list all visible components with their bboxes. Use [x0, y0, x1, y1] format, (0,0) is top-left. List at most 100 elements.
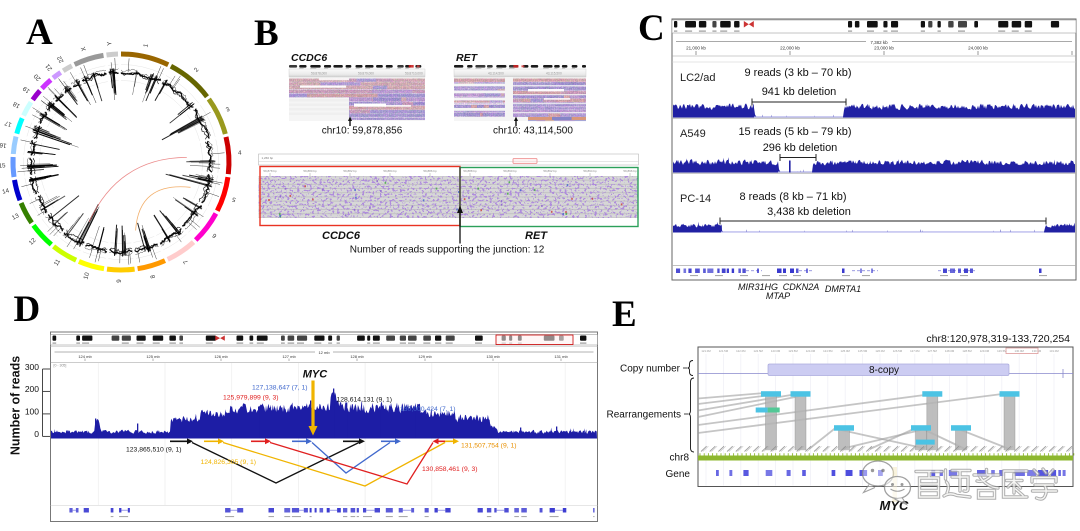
svg-text:59,878,000: 59,878,000	[311, 72, 327, 76]
svg-text:59,880 bp: 59,880 bp	[303, 169, 317, 173]
svg-text:123,865,510 (9, 1): 123,865,510 (9, 1)	[126, 446, 182, 453]
svg-text:128,614,131 (9, 1): 128,614,131 (9, 1)	[337, 397, 393, 404]
svg-text:7: 7	[182, 258, 190, 265]
svg-text:Y: Y	[106, 41, 113, 46]
svg-text:15: 15	[0, 162, 6, 169]
svg-text:200: 200	[25, 384, 39, 394]
svg-text:20: 20	[32, 72, 42, 82]
svg-text:123.5M: 123.5M	[788, 349, 798, 353]
svg-text:8-copy: 8-copy	[869, 365, 899, 376]
svg-text:12 mb: 12 mb	[318, 350, 330, 355]
svg-text:[0 - 305]: [0 - 305]	[54, 364, 67, 368]
svg-text:130,858,461 (9, 3): 130,858,461 (9, 3)	[422, 466, 478, 473]
svg-text:128.5M: 128.5M	[962, 349, 972, 353]
svg-text:59,879,000: 59,879,000	[358, 72, 374, 76]
svg-text:59,894 bp: 59,894 bp	[583, 169, 597, 173]
svg-text:127 mb: 127 mb	[282, 354, 296, 359]
svg-text:MIR31HG: MIR31HG	[738, 282, 778, 292]
svg-text:5: 5	[231, 195, 237, 203]
svg-text:15 reads (5 kb – 79 kb): 15 reads (5 kb – 79 kb)	[738, 126, 851, 138]
svg-text:43,115,500: 43,115,500	[546, 72, 562, 76]
svg-text:127,138,647 (7, 1): 127,138,647 (7, 1)	[252, 385, 308, 392]
svg-text:129.0M: 129.0M	[980, 349, 990, 353]
svg-text:59,884 bp: 59,884 bp	[383, 169, 397, 173]
svg-text:124.0M: 124.0M	[806, 349, 816, 353]
svg-text:6: 6	[211, 231, 218, 239]
svg-text:21,000 kb: 21,000 kb	[686, 46, 706, 51]
svg-text:22,000 kb: 22,000 kb	[780, 46, 800, 51]
svg-text:125 mb: 125 mb	[146, 354, 160, 359]
svg-text:124.5M: 124.5M	[823, 349, 833, 353]
svg-text:24,000 kb: 24,000 kb	[968, 46, 988, 51]
svg-text:23,000 kb: 23,000 kb	[874, 46, 894, 51]
svg-text:MYC: MYC	[303, 369, 329, 381]
svg-text:59,888 bp: 59,888 bp	[463, 169, 477, 173]
svg-text:131 mb: 131 mb	[554, 354, 568, 359]
svg-text:128.0M: 128.0M	[945, 349, 955, 353]
svg-text:chr8: chr8	[670, 453, 690, 464]
svg-text:3,438 kb deletion: 3,438 kb deletion	[767, 206, 851, 218]
svg-text:CCDC6: CCDC6	[322, 230, 361, 242]
svg-text:18: 18	[11, 100, 21, 110]
svg-text:59,892 bp: 59,892 bp	[543, 169, 557, 173]
svg-text:130.5M: 130.5M	[1032, 349, 1042, 353]
svg-text:124 mb: 124 mb	[78, 354, 92, 359]
svg-text:128 mb: 128 mb	[350, 354, 364, 359]
svg-text:7,382 kb: 7,382 kb	[870, 40, 888, 45]
svg-text:CCDC6: CCDC6	[291, 52, 327, 64]
svg-text:10: 10	[82, 271, 91, 280]
svg-text:122.0M: 122.0M	[736, 349, 746, 353]
svg-text:131,507,754 (9, 1): 131,507,754 (9, 1)	[461, 443, 517, 450]
svg-text:127.5M: 127.5M	[928, 349, 938, 353]
svg-text:1,260 bp: 1,260 bp	[262, 156, 274, 160]
svg-text:59,890 bp: 59,890 bp	[503, 169, 517, 173]
svg-text:Gene: Gene	[666, 469, 691, 480]
svg-text:126 mb: 126 mb	[214, 354, 228, 359]
svg-text:9 reads (3 kb – 70 kb): 9 reads (3 kb – 70 kb)	[744, 67, 851, 79]
svg-text:19: 19	[21, 84, 31, 94]
svg-text:131.0M: 131.0M	[1049, 349, 1059, 353]
svg-text:130.0M: 130.0M	[1015, 349, 1025, 353]
svg-text:126.5M: 126.5M	[893, 349, 903, 353]
svg-text:MTAP: MTAP	[766, 291, 790, 301]
svg-text:59,8710,000: 59,8710,000	[405, 72, 423, 76]
svg-text:124,826,305 (9, 1): 124,826,305 (9, 1)	[201, 459, 257, 466]
svg-text:59,878 bp: 59,878 bp	[263, 169, 277, 173]
svg-text:chr10: 43,114,500: chr10: 43,114,500	[493, 126, 573, 137]
svg-text:Rearrangements: Rearrangements	[607, 410, 681, 421]
svg-text:121.0M: 121.0M	[701, 349, 711, 353]
svg-text:Number of reads supporting the: Number of reads supporting the junction:…	[350, 245, 545, 256]
svg-text:17: 17	[3, 119, 12, 128]
svg-text:chr8:120,978,319-133,720,254: chr8:120,978,319-133,720,254	[926, 333, 1070, 345]
svg-text:125.5M: 125.5M	[858, 349, 868, 353]
svg-text:129 mb: 129 mb	[418, 354, 432, 359]
svg-text:CDKN2A: CDKN2A	[783, 282, 820, 292]
svg-text:130,000,424 (7, 1): 130,000,424 (7, 1)	[400, 406, 456, 413]
svg-text:0: 0	[34, 429, 39, 439]
svg-text:LC2/ad: LC2/ad	[680, 72, 715, 84]
svg-text:2: 2	[193, 66, 201, 74]
svg-text:8: 8	[149, 273, 157, 279]
svg-text:123.0M: 123.0M	[771, 349, 781, 353]
svg-text:43,114,500: 43,114,500	[488, 72, 504, 76]
svg-text:chr10: 59,878,856: chr10: 59,878,856	[322, 126, 403, 137]
svg-text:Number of reads: Number of reads	[8, 356, 22, 455]
svg-text:RET: RET	[525, 230, 548, 242]
svg-text:Copy number: Copy number	[620, 364, 681, 375]
svg-text:941 kb deletion: 941 kb deletion	[762, 86, 837, 98]
svg-text:100: 100	[25, 407, 39, 417]
svg-text:A549: A549	[680, 128, 706, 140]
svg-text:14: 14	[1, 187, 10, 196]
svg-text:1: 1	[142, 43, 150, 48]
svg-text:125.0M: 125.0M	[841, 349, 851, 353]
svg-text:21: 21	[44, 62, 54, 72]
svg-text:RET: RET	[456, 52, 479, 64]
svg-text:129.5M: 129.5M	[997, 349, 1007, 353]
svg-text:122.5M: 122.5M	[754, 349, 764, 353]
svg-text:126.0M: 126.0M	[875, 349, 885, 353]
svg-text:59,886 bp: 59,886 bp	[423, 169, 437, 173]
svg-text:59,882 bp: 59,882 bp	[343, 169, 357, 173]
svg-text:125,979,899 (9, 3): 125,979,899 (9, 3)	[223, 395, 279, 402]
svg-text:59,896 bp: 59,896 bp	[623, 169, 637, 173]
svg-text:4: 4	[238, 150, 242, 157]
